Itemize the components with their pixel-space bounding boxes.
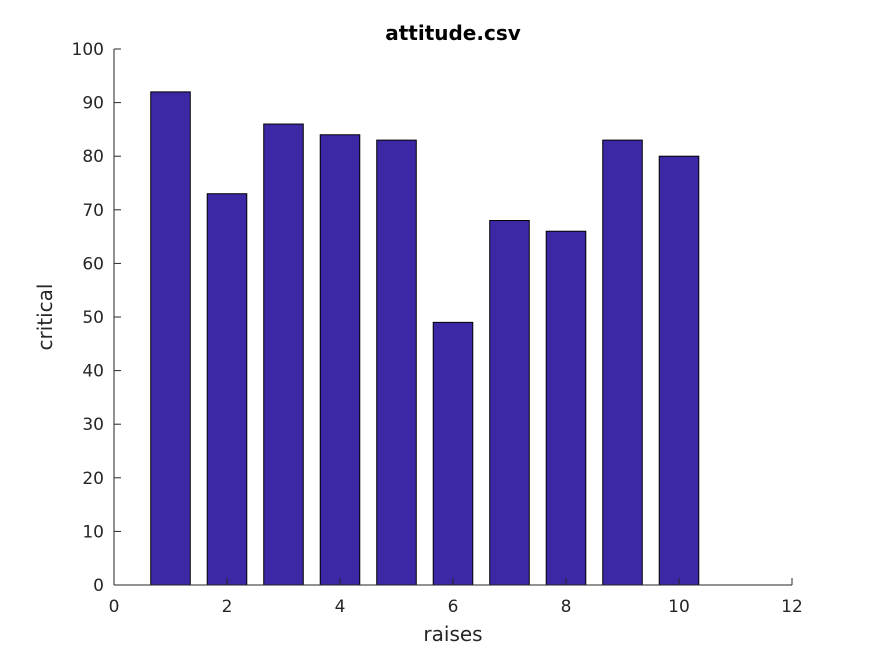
x-tick-label: 4 [335,597,346,617]
bar-9 [602,139,643,586]
x-tick-label: 12 [781,597,803,617]
bar-8 [545,230,587,586]
y-tick-label: 20 [82,469,104,489]
x-tick-label: 10 [668,597,690,617]
bar-2 [206,193,248,586]
y-axis-label: critical [33,284,57,351]
y-tick-label: 90 [82,94,104,114]
y-tick-label: 60 [82,254,104,274]
chart-title: attitude.csv [385,21,521,45]
x-axis-label: raises [423,622,482,646]
y-tick-label: 80 [82,147,104,167]
bar-1 [150,91,191,586]
y-tick-label: 70 [82,201,104,221]
y-tick-label: 30 [82,415,104,435]
bar-10 [658,155,700,586]
bars-group [150,91,700,586]
x-ticks-group: 0 2 4 6 8 10 12 [109,578,803,617]
x-tick-label: 8 [561,597,572,617]
bar-3 [263,123,304,586]
y-ticks-group: 0 10 20 30 40 50 60 70 80 90 100 [72,40,121,596]
y-tick-label: 40 [82,362,104,382]
y-tick-label: 10 [82,522,104,542]
x-tick-label: 0 [109,597,120,617]
y-tick-label: 100 [72,40,104,60]
bar-6 [432,321,474,586]
y-tick-label: 0 [93,576,104,596]
x-tick-label: 2 [222,597,233,617]
bar-5 [376,139,417,586]
x-tick-label: 6 [448,597,459,617]
bar-7 [489,220,530,586]
bar-4 [319,134,361,586]
y-tick-label: 50 [82,308,104,328]
